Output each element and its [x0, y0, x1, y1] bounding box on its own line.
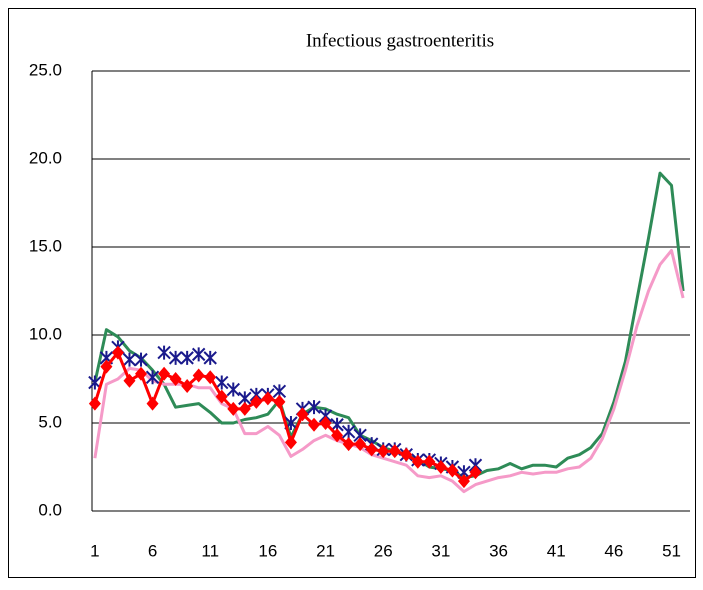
diamond-marker — [388, 444, 401, 459]
x-tick-label: 41 — [547, 541, 566, 560]
diamond-marker — [261, 391, 274, 406]
diamond-marker — [158, 366, 171, 381]
star-marker — [307, 400, 321, 415]
diamond-marker — [331, 428, 344, 443]
diamond-marker — [434, 460, 447, 474]
x-tick-label: 1 — [90, 541, 99, 560]
diamond-marker — [319, 416, 332, 430]
diamond-marker — [204, 370, 217, 385]
x-tick-label: 31 — [431, 541, 450, 560]
diamond-marker — [400, 447, 413, 462]
x-tick-label: 51 — [662, 541, 681, 560]
diamond-marker — [135, 366, 148, 381]
diamond-marker — [227, 401, 240, 416]
diamond-marker — [192, 368, 205, 383]
diamond-marker — [296, 407, 309, 422]
diamond-marker — [123, 373, 136, 388]
diamond-marker — [411, 454, 424, 469]
star-marker — [134, 352, 148, 367]
x-tick-label: 6 — [148, 541, 157, 560]
diamond-marker — [146, 396, 159, 411]
diamond-marker — [215, 389, 228, 404]
diamond-marker — [457, 474, 470, 489]
star-marker — [180, 350, 194, 365]
diamond-marker — [377, 444, 390, 459]
diamond-marker — [100, 359, 113, 374]
diamond-marker — [111, 345, 124, 360]
diamond-marker — [238, 401, 251, 416]
chart-frame — [8, 8, 696, 578]
star-marker — [226, 382, 240, 397]
star-marker — [145, 370, 160, 385]
y-tick-label: 20.0 — [29, 148, 62, 167]
y-tick-label: 10.0 — [29, 324, 62, 343]
star-marker — [191, 347, 206, 362]
chart-title: Infectious gastroenteritis — [306, 30, 494, 51]
star-marker — [157, 345, 171, 360]
x-tick-label: 36 — [489, 541, 508, 560]
x-tick-label: 26 — [374, 541, 393, 560]
y-tick-label: 25.0 — [29, 60, 62, 79]
series-line — [93, 171, 685, 480]
x-tick-label: 11 — [201, 541, 219, 560]
y-tick-label: 5.0 — [38, 412, 62, 431]
diamond-marker — [181, 379, 194, 394]
x-tick-label: 16 — [258, 541, 277, 560]
diamond-marker — [423, 454, 436, 469]
star-marker — [215, 375, 229, 390]
diamond-marker — [284, 435, 297, 450]
diamond-marker — [250, 394, 263, 409]
diamond-marker — [342, 437, 355, 452]
diamond-marker — [88, 396, 101, 411]
star-marker — [168, 350, 183, 365]
diamond-marker — [365, 442, 378, 457]
diamond-marker — [354, 437, 367, 452]
x-tick-label: 21 — [316, 541, 335, 560]
diamond-marker — [446, 463, 459, 478]
diamond-marker — [169, 372, 182, 386]
x-tick-label: 46 — [604, 541, 623, 560]
y-tick-label: 15.0 — [29, 236, 62, 255]
star-marker — [203, 350, 217, 365]
star-marker — [122, 352, 137, 367]
y-tick-label: 0.0 — [38, 500, 62, 519]
series-line — [93, 351, 477, 483]
diamond-marker — [308, 417, 321, 432]
diamond-marker — [469, 465, 482, 480]
star-marker — [341, 424, 356, 439]
diamond-marker — [273, 394, 286, 409]
